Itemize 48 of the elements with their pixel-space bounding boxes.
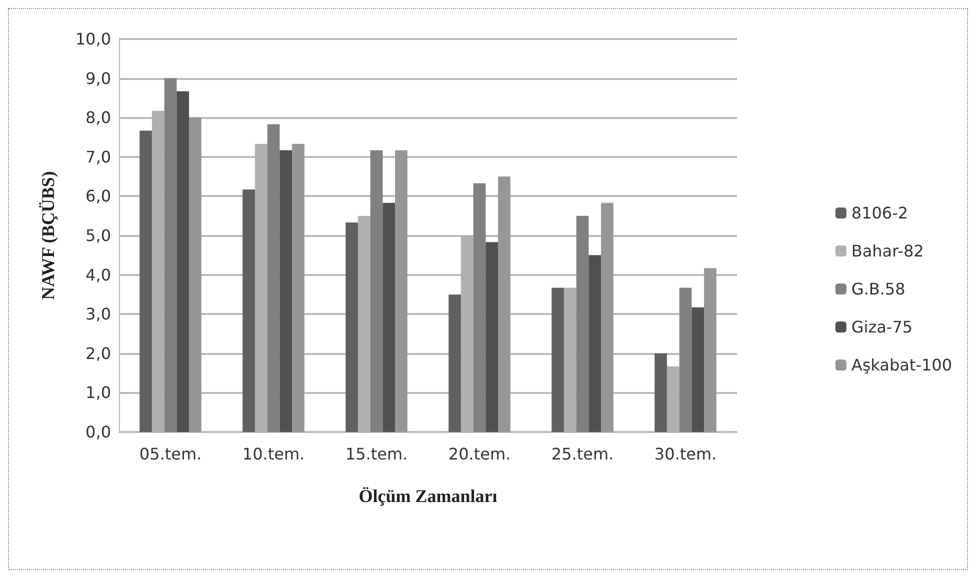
bar [448,294,461,432]
legend-label: Aşkabat-100 [851,356,952,374]
bar [473,183,486,432]
x-tick-label: 30.tem. [654,444,717,464]
bar [576,216,589,432]
bar [588,255,602,432]
bar [280,150,292,432]
y-tick-label: 9,0 [86,68,111,88]
legend-label: Giza-75 [851,318,913,336]
y-tick-label: 2,0 [86,344,111,363]
x-tick-label: 20.tem. [448,444,511,464]
y-tick-label: 8,0 [86,108,111,128]
x-tick-label: 10.tem. [242,444,305,464]
bar [346,222,358,432]
bar [267,124,280,432]
bar [395,150,408,432]
legend-label: 8106-2 [851,204,908,222]
y-tick-label: 3,0 [86,304,111,324]
bar [382,202,396,432]
bar [370,150,383,432]
bar [704,268,716,432]
bar [552,288,564,432]
bar [679,288,692,432]
bar [498,176,510,432]
bar [164,78,177,432]
x-tick-label: 25.tem. [551,444,614,464]
legend-label: Bahar-82 [851,242,924,260]
legend-label: G.B.58 [851,280,906,298]
y-tick-label: 4,0 [86,265,111,284]
y-tick-label: 7,0 [86,147,111,166]
bar [189,118,202,432]
bar [140,130,152,432]
y-axis-title: NAWF (BÇÜBS) [38,171,58,300]
x-tick-label: 05.tem. [139,444,202,464]
bar [601,202,614,432]
bar [292,144,304,432]
x-tick-label: 15.tem. [345,444,408,464]
bar [486,242,498,432]
bar [692,307,704,432]
bar [176,91,190,432]
y-tick-label: 0,0 [86,422,111,442]
bar [654,353,667,432]
y-tick-label: 10,0 [75,30,111,48]
bar [242,190,255,432]
x-axis-title: Ölçüm Zamanları [358,486,498,506]
y-tick-label: 1,0 [86,383,111,402]
y-tick-label: 5,0 [86,226,111,245]
y-tick-label: 6,0 [86,186,111,206]
